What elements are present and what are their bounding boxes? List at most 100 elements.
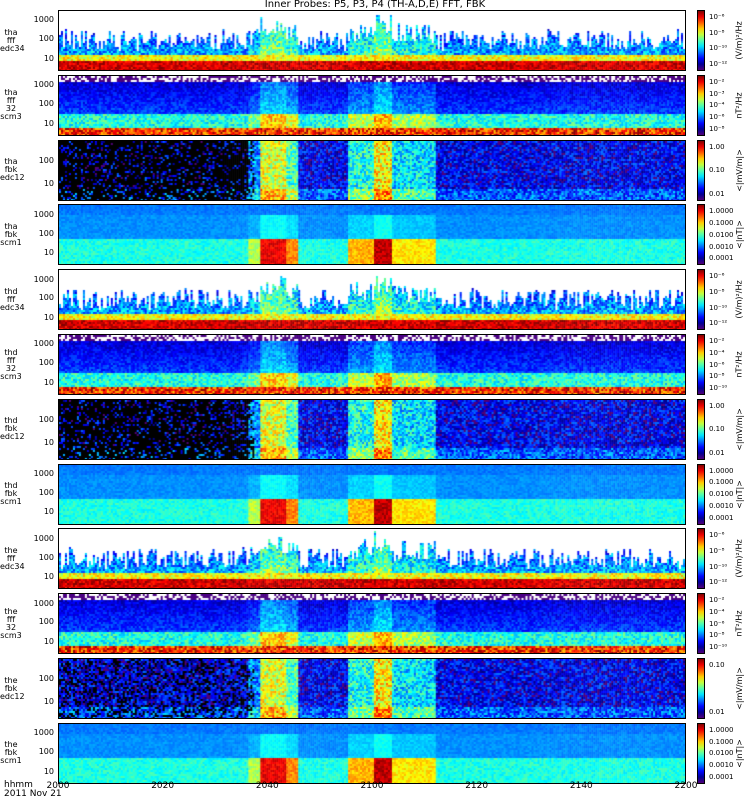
colorbar-tick-label: 0.0001 — [709, 513, 734, 522]
spectrogram-panel: tha fff 32 scm3 1000 100 10 10⁻² 10⁻³ 10⁻⁴ 10⁻⁶ 10⁻… — [0, 74, 750, 136]
colorbar-tick-label: 10⁻⁸ — [709, 28, 725, 37]
colorbar-tick-label: 10⁻² — [709, 337, 725, 345]
panel-label: thd fbk edc12 — [0, 416, 25, 441]
spectrogram-panel: tha fbk scm1 1000 100 10 1.0000 0.1000 0.0100 0.0… — [0, 204, 750, 266]
colorbar-tick-label: 10⁻⁶ — [709, 272, 725, 281]
colorbar-tick-label: 0.10 — [709, 425, 725, 434]
y-tick-label: 1000 — [33, 80, 54, 90]
y-tick-label: 100 — [38, 293, 54, 303]
colorbar-tick-label: 10⁻⁶ — [709, 13, 725, 21]
colorbar-unit-text: nT²/Hz — [734, 610, 744, 637]
colorbar-tick-label: 10⁻⁴ — [709, 607, 725, 616]
colorbar-tick-label: 10⁻¹² — [709, 578, 728, 587]
panel-label-line: tha — [4, 27, 18, 37]
spectrogram-heatmap — [59, 399, 685, 459]
x-tick-label: 2200 — [674, 781, 698, 791]
colorbar-tick-label: 1.00 — [709, 142, 725, 151]
x-axis-label-hhmm: hhmm — [4, 780, 33, 790]
y-tick-label: 100 — [38, 415, 54, 425]
colorbar-tick-label: 10⁻⁶ — [709, 360, 725, 369]
colorbar-unit-text: (V/m)²/Hz — [734, 539, 744, 579]
colorbar-tick-label: 10⁻¹⁰ — [709, 384, 728, 392]
colorbar — [697, 722, 705, 784]
colorbar-unit-text: (V/m)²/Hz — [734, 280, 744, 319]
colorbar — [697, 74, 705, 136]
panel-label-line: 32 — [5, 363, 17, 373]
colorbar-tick-label: 0.01 — [709, 708, 725, 716]
spectrogram-panel: the fff 32 scm3 1000 100 10 10⁻² 10⁻⁴ 10⁻⁶ 10⁻⁸ 10⁻… — [0, 593, 750, 655]
panel-label: thd fff edc34 — [0, 287, 25, 312]
panel-label-line: fff — [6, 294, 16, 304]
colorbar-tick-label: 10⁻⁶ — [709, 531, 725, 540]
y-tick-label: 1000 — [33, 15, 54, 25]
panel-label: tha fbk edc12 — [0, 157, 25, 182]
colorbar-tick-label: 10⁻² — [709, 77, 725, 86]
y-tick-label: 1000 — [33, 274, 54, 284]
panel-label-line: edc34 — [0, 43, 25, 53]
colorbar-tick-label: 1.0000 — [709, 466, 734, 475]
colorbar-tick-label: 0.1000 — [709, 737, 734, 746]
colorbar-tick-label: 10⁻¹⁰ — [709, 303, 728, 312]
colorbar-tick-label: 10⁻⁶ — [709, 619, 725, 628]
panel-label-line: thd — [4, 416, 18, 426]
panel-label-line: scm3 — [0, 630, 22, 640]
y-tick-label: 100 — [38, 155, 54, 165]
panel-label-line: edc12 — [0, 691, 25, 701]
panel-label: tha fff edc34 — [0, 27, 25, 53]
spectrogram-heatmap — [59, 335, 685, 394]
spectrogram-plot — [58, 398, 686, 460]
panel-label-line: fbk — [4, 229, 18, 239]
colorbar-tick-label: 10⁻⁴ — [709, 101, 725, 110]
panel-label-line: 32 — [5, 622, 17, 632]
colorbar — [697, 658, 705, 719]
spectrogram-heatmap — [59, 529, 685, 589]
panel-label-line: thd — [4, 347, 18, 357]
panel-label-line: edc34 — [0, 561, 25, 571]
panel-label-line: fff — [6, 355, 16, 365]
colorbar — [697, 593, 705, 655]
colorbar-tick-label: 10⁻⁸ — [709, 124, 725, 133]
panel-label-line: fff — [6, 553, 16, 563]
panel-label-line: scm3 — [0, 112, 22, 122]
spectrogram-heatmap — [59, 270, 685, 330]
colorbar-unit: <|mV/m|> — [732, 399, 746, 460]
colorbar-tick-label: 0.0001 — [709, 254, 734, 263]
colorbar — [697, 10, 705, 71]
y-tick-label: 10 — [43, 766, 54, 776]
panel-label-line: tha — [4, 221, 18, 231]
spectrogram-heatmap — [59, 140, 685, 200]
spectrogram-panel: the fbk scm1 1000 100 10 1.0000 0.1000 0.0100 0.0… — [0, 722, 750, 784]
colorbar-unit-text: nT²/Hz — [734, 92, 744, 119]
colorbar-unit-text: nT²/Hz — [734, 351, 744, 378]
colorbar-unit: nT²/Hz — [732, 334, 746, 395]
panel-label-line: fbk — [4, 748, 18, 758]
colorbar-tick-label: 0.01 — [709, 189, 725, 198]
colorbar-tick-label: 10⁻⁸ — [709, 287, 725, 296]
x-tick-label: 2020 — [151, 781, 175, 791]
y-tick-label: 1000 — [33, 598, 54, 608]
colorbar-tick-label: 10⁻⁸ — [709, 631, 725, 640]
panel-label-line: 32 — [5, 104, 17, 114]
colorbar-tick-label: 0.1000 — [709, 478, 734, 487]
colorbar-unit: <|mV/m|> — [732, 658, 746, 719]
panel-label-line: fbk — [4, 683, 18, 693]
colorbar-tick-label: 1.00 — [709, 401, 725, 410]
panel-label-line: tha — [4, 157, 18, 167]
y-tick-label: 10 — [43, 377, 54, 387]
panel-label-line: fbk — [4, 424, 18, 434]
y-tick-label: 100 — [38, 617, 54, 627]
colorbar-tick-label: 10⁻¹² — [709, 319, 728, 328]
colorbar-tick-label: 0.0100 — [709, 230, 734, 239]
panel-label-line: fff — [6, 96, 16, 106]
colorbar-tick-label: 0.1000 — [709, 219, 734, 228]
colorbar-tick-label: 10⁻⁴ — [709, 348, 725, 357]
x-tick-label: 2000 — [46, 781, 70, 791]
colorbar-tick-label: 0.0001 — [709, 772, 734, 781]
y-tick-label: 1000 — [33, 728, 54, 738]
colorbar-tick-label: 0.01 — [709, 448, 725, 457]
panel-label-line: fbk — [4, 489, 18, 499]
y-tick-label: 1000 — [33, 339, 54, 349]
panel-label-line: scm1 — [0, 497, 22, 507]
colorbar-tick-label: 1.0000 — [709, 207, 734, 216]
spectrogram-panel: thd fff 32 scm3 1000 100 10 10⁻² 10⁻⁴ 10⁻⁶ 10⁻⁸ 10⁻… — [0, 334, 750, 395]
